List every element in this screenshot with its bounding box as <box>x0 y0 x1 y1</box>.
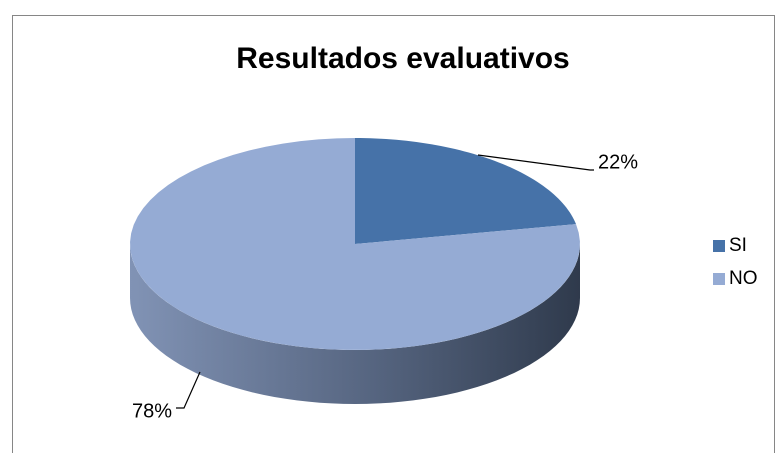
legend-label: SI <box>729 235 747 256</box>
legend-label: NO <box>729 268 758 289</box>
chart-title: Resultados evaluativos <box>236 42 569 75</box>
legend-swatch <box>713 240 725 252</box>
slice <box>355 138 577 244</box>
slice-side <box>130 244 580 404</box>
data-label: 78% <box>132 400 172 422</box>
data-label: 22% <box>598 151 638 173</box>
legend-swatch <box>713 273 725 285</box>
slice <box>130 138 580 350</box>
leader-line <box>176 371 201 409</box>
leader-line <box>477 154 594 171</box>
